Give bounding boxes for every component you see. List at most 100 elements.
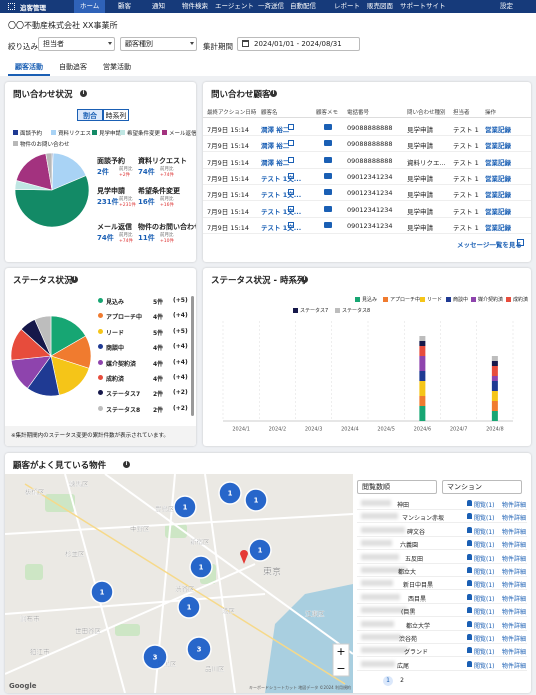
view-count[interactable]: 閲覧(1) xyxy=(474,609,495,617)
toggle[interactable]: 割合 xyxy=(77,109,103,121)
legend-label: 面談予約 xyxy=(20,131,43,137)
table-cell[interactable]: 営業記録 xyxy=(485,207,511,216)
panel-title: 問い合わせ顧客 xyxy=(211,90,271,100)
detail-link[interactable]: 物件詳細 xyxy=(502,609,527,617)
district-label: 目黒区 xyxy=(157,660,177,668)
nav-item[interactable]: サポートサイト xyxy=(400,2,446,10)
view-count[interactable]: 閲覧(1) xyxy=(474,515,495,523)
detail-link[interactable]: 物件詳細 xyxy=(502,582,527,590)
table-cell[interactable]: テスト 1文... xyxy=(261,223,302,232)
column-header: 顧客名 xyxy=(261,110,278,116)
nav-settings[interactable]: 設定 xyxy=(500,2,513,10)
detail-link[interactable]: 物件詳細 xyxy=(502,555,527,563)
nav-item[interactable]: レポート xyxy=(334,2,360,10)
sort-select[interactable]: 閲覧数順 xyxy=(357,480,437,494)
table-cell[interactable]: 営業記録 xyxy=(485,223,511,232)
status-change: (+4) xyxy=(173,343,188,351)
person-icon xyxy=(467,607,472,614)
toggle[interactable]: 時系列 xyxy=(103,109,129,121)
detail-link[interactable]: 物件詳細 xyxy=(502,569,527,576)
table-cell: 7月9日 15:14 xyxy=(207,191,250,200)
tab[interactable]: 自動追客 xyxy=(59,63,87,71)
table-cell[interactable]: 潤澤 裕二 xyxy=(261,158,290,167)
table-cell[interactable]: 潤澤 裕二 xyxy=(261,126,290,134)
bar-segment xyxy=(419,396,426,406)
detail-link[interactable]: 物件詳細 xyxy=(502,502,527,509)
row-rule xyxy=(203,135,531,136)
type-select[interactable]: 顧客種別 xyxy=(120,37,197,51)
messages-link[interactable]: メッセージ一覧を見る xyxy=(457,241,522,249)
owner-select[interactable]: 担当者 xyxy=(38,37,115,51)
view-count[interactable]: 閲覧(1) xyxy=(474,649,495,657)
tab[interactable]: 顧客活動 xyxy=(8,60,50,76)
nav-item[interactable]: 一斉送信 xyxy=(258,2,284,10)
detail-link[interactable]: 物件詳細 xyxy=(502,622,527,630)
status-dot xyxy=(98,313,103,319)
nav-item[interactable]: ホーム xyxy=(74,0,106,13)
nav-item[interactable]: 顧客 xyxy=(118,2,131,10)
table-cell[interactable]: 営業記録 xyxy=(485,126,511,134)
detail-link[interactable]: 物件詳細 xyxy=(502,542,527,550)
stat-change: +74件 xyxy=(119,239,133,244)
stat-count: 16件 xyxy=(138,198,155,206)
detail-link[interactable]: 物件詳細 xyxy=(502,662,527,670)
cluster-marker xyxy=(218,481,242,505)
cluster-count: 1 xyxy=(187,604,192,612)
row-rule xyxy=(357,643,527,644)
table-cell[interactable]: 営業記録 xyxy=(485,191,511,200)
stat-name: 面談予約 xyxy=(97,157,125,165)
period-input[interactable]: 2024/01/01 - 2024/08/31 xyxy=(237,37,360,51)
table-cell[interactable]: 営業記録 xyxy=(485,174,511,183)
view-count[interactable]: 閲覧(1) xyxy=(474,662,495,670)
view-count[interactable]: 閲覧(1) xyxy=(474,582,495,590)
row-rule xyxy=(203,151,531,153)
nav-item[interactable]: 通知 xyxy=(152,2,165,10)
table-cell[interactable]: 営業記録 xyxy=(485,158,511,167)
detail-link[interactable]: 物件詳細 xyxy=(502,528,527,536)
view-count[interactable]: 閲覧(1) xyxy=(474,502,495,509)
table-cell[interactable]: テスト 1文... xyxy=(261,191,302,200)
legend-swatch xyxy=(383,297,388,302)
view-count[interactable]: 閲覧(1) xyxy=(474,542,495,550)
row-rule xyxy=(357,562,527,564)
nav-item[interactable]: 販売図面 xyxy=(367,2,393,10)
view-count[interactable]: 閲覧(1) xyxy=(474,555,495,563)
view-count[interactable]: 閲覧(1) xyxy=(474,595,495,603)
kind-select[interactable]: マンション xyxy=(442,480,522,494)
name-blur xyxy=(361,634,401,640)
bar-segment xyxy=(491,381,498,391)
info-icon: i xyxy=(301,276,308,283)
table-cell[interactable]: 営業記録 xyxy=(485,142,511,151)
view-count[interactable]: 閲覧(1) xyxy=(474,636,495,643)
page-button[interactable]: 2 xyxy=(400,677,404,684)
table-cell: テスト 1 xyxy=(453,223,479,232)
zoom-out: − xyxy=(336,662,345,675)
column-header: 問い合わせ種別 xyxy=(407,110,446,116)
table-cell: 7月9日 15:14 xyxy=(207,223,250,232)
stat-change: +231件 xyxy=(119,203,136,208)
row-rule xyxy=(357,629,527,631)
detail-link[interactable]: 物件詳細 xyxy=(502,649,527,657)
nav-brand[interactable]: 追客管理 xyxy=(20,4,46,12)
table-cell[interactable]: 潤澤 裕二 xyxy=(261,142,290,151)
row-rule xyxy=(203,200,531,202)
detail-link[interactable]: 物件詳細 xyxy=(502,595,527,603)
page-button[interactable]: 1 xyxy=(383,676,393,686)
external-icon xyxy=(288,124,294,130)
table-cell[interactable]: テスト 1文... xyxy=(261,207,302,216)
view-count[interactable]: 閲覧(1) xyxy=(474,528,495,536)
view-count[interactable]: 閲覧(1) xyxy=(474,569,495,576)
view-count[interactable]: 閲覧(1) xyxy=(474,622,495,630)
pie-slice xyxy=(15,153,53,191)
detail-link[interactable]: 物件詳細 xyxy=(502,515,527,523)
table-cell: 7月9日 15:14 xyxy=(207,174,250,183)
nav-item[interactable]: 物件検索 xyxy=(182,2,208,10)
table-cell[interactable]: テスト 1文... xyxy=(261,174,302,183)
detail-link[interactable]: 物件詳細 xyxy=(502,636,527,643)
legend-swatch xyxy=(420,297,425,302)
tab[interactable]: 営業活動 xyxy=(103,63,131,71)
district-label: 江東区 xyxy=(305,609,325,618)
nav-item[interactable]: 自動配信 xyxy=(290,2,316,10)
nav-item[interactable]: エージェント xyxy=(215,2,254,10)
